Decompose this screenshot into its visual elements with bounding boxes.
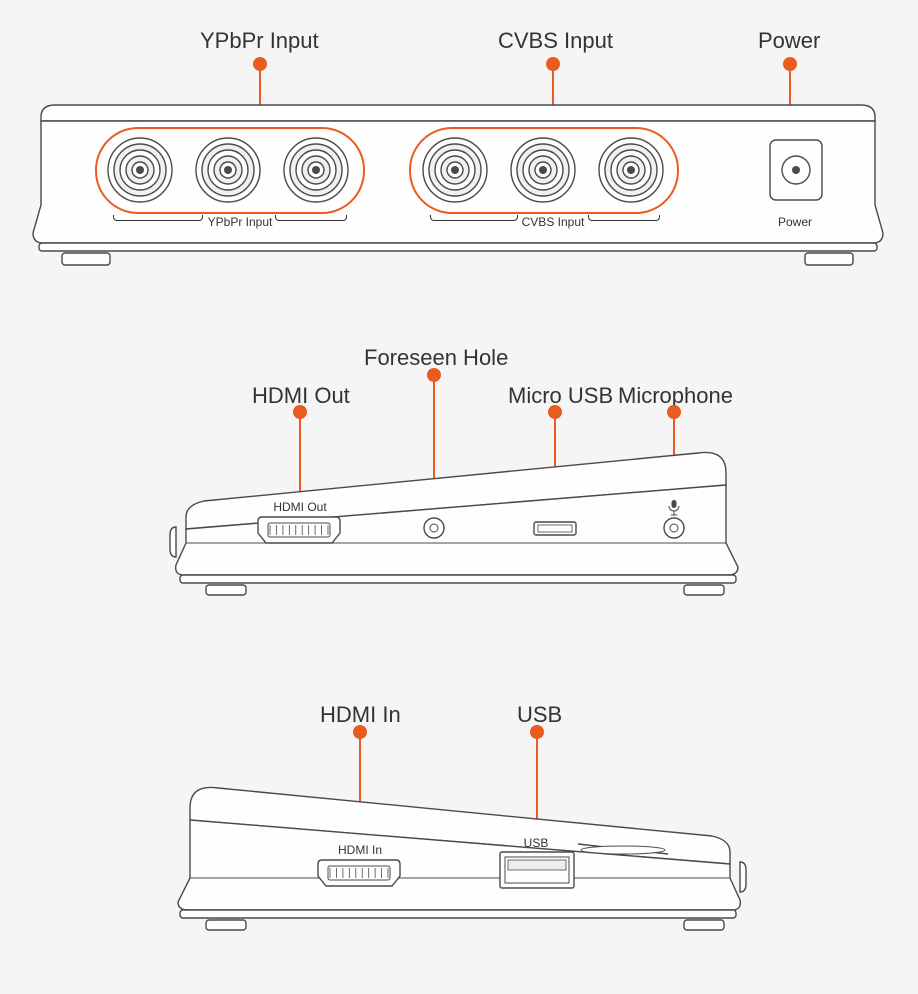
- device-side-b-view: [0, 690, 918, 970]
- bracket-ypbpr: [113, 215, 203, 221]
- device-label-hdmiin: HDMI In: [330, 843, 390, 857]
- bracket-ypbpr-r: [275, 215, 347, 221]
- device-label-hdmiout: HDMI Out: [270, 500, 330, 514]
- device-label-ypbpr: YPbPr Input: [205, 215, 275, 229]
- device-side-a-view: [0, 350, 918, 630]
- device-back-view: [0, 0, 918, 300]
- device-label-usb: USB: [516, 836, 556, 850]
- device-label-cvbs: CVBS Input: [520, 215, 586, 229]
- device-label-power: Power: [770, 215, 820, 229]
- bracket-cvbs-r: [588, 215, 660, 221]
- bracket-cvbs: [430, 215, 518, 221]
